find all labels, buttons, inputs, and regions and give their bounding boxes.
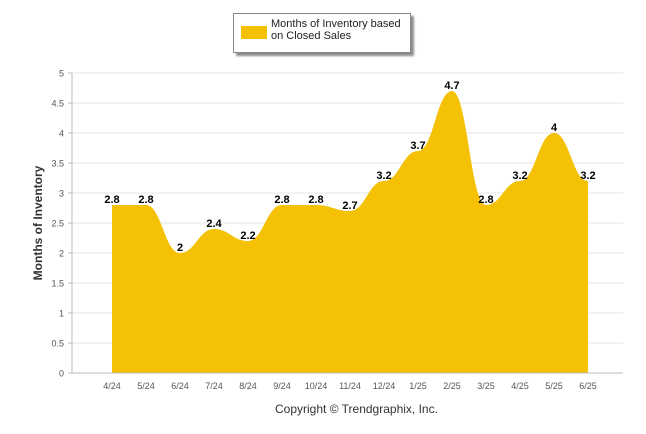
y-tick-labels: 0 0.5 1 1.5 2 2.5 3 3.5 4 4.5 5 <box>51 69 64 379</box>
y-tick-label: 4.5 <box>51 99 64 109</box>
x-tick-label: 6/25 <box>579 381 597 391</box>
y-tick-label: 5 <box>59 69 64 79</box>
axes <box>68 72 623 374</box>
data-label: 2.2 <box>240 230 255 242</box>
x-tick-label: 8/24 <box>239 381 257 391</box>
data-label: 3.7 <box>410 140 425 152</box>
data-label: 2.7 <box>342 200 357 212</box>
data-label: 2.8 <box>138 194 153 206</box>
y-tick-label: 0 <box>59 369 64 379</box>
data-label: 4 <box>551 122 558 134</box>
x-tick-label: 9/24 <box>273 381 291 391</box>
x-tick-label: 6/24 <box>171 381 189 391</box>
series-area <box>112 91 588 373</box>
data-label: 3.2 <box>580 170 595 182</box>
x-tick-label: 1/25 <box>409 381 427 391</box>
data-label: 3.2 <box>376 170 391 182</box>
y-tick-label: 2.5 <box>51 219 64 229</box>
x-tick-label: 11/24 <box>339 381 361 391</box>
data-label: 2.8 <box>274 194 289 206</box>
y-tick-label: 1.5 <box>51 279 64 289</box>
x-tick-label: 4/24 <box>103 381 121 391</box>
x-tick-label: 5/24 <box>137 381 155 391</box>
legend: Months of Inventory based on Closed Sale… <box>233 13 411 53</box>
data-label: 2.4 <box>206 218 222 230</box>
y-tick-label: 3 <box>59 189 64 199</box>
y-tick-label: 1 <box>59 309 64 319</box>
legend-label: Months of Inventory based on Closed Sale… <box>271 18 401 42</box>
y-tick-label: 3.5 <box>51 159 64 169</box>
y-tick-label: 2 <box>59 249 64 259</box>
x-tick-label: 4/25 <box>511 381 529 391</box>
x-tick-label: 5/25 <box>545 381 563 391</box>
data-label: 3.2 <box>512 170 527 182</box>
x-tick-label: 12/24 <box>373 381 396 391</box>
area-series <box>112 91 588 373</box>
data-label: 2.8 <box>308 194 323 206</box>
data-labels: 2.8 2.8 2 2.4 2.2 2.8 2.8 2.7 3.2 3.7 4.7 2.8 3.2 4 3.… <box>104 80 595 254</box>
x-tick-label: 2/25 <box>443 381 461 391</box>
data-label: 4.7 <box>444 80 459 92</box>
x-tick-label: 10/24 <box>305 381 328 391</box>
y-tick-label: 4 <box>59 129 64 139</box>
data-label: 2.8 <box>478 194 493 206</box>
y-tick-label: 0.5 <box>51 339 64 349</box>
data-label: 2 <box>177 242 183 254</box>
legend-swatch <box>241 26 267 39</box>
x-tick-label: 3/25 <box>477 381 495 391</box>
x-tick-labels: 4/24 5/24 6/24 7/24 8/24 9/24 10/24 11/24 12/24 1… <box>103 381 597 391</box>
copyright-text: Copyright © Trendgraphix, Inc. <box>275 402 438 416</box>
data-label: 2.8 <box>104 194 119 206</box>
y-axis-label: Months of Inventory <box>31 165 45 280</box>
x-tick-label: 7/24 <box>205 381 223 391</box>
